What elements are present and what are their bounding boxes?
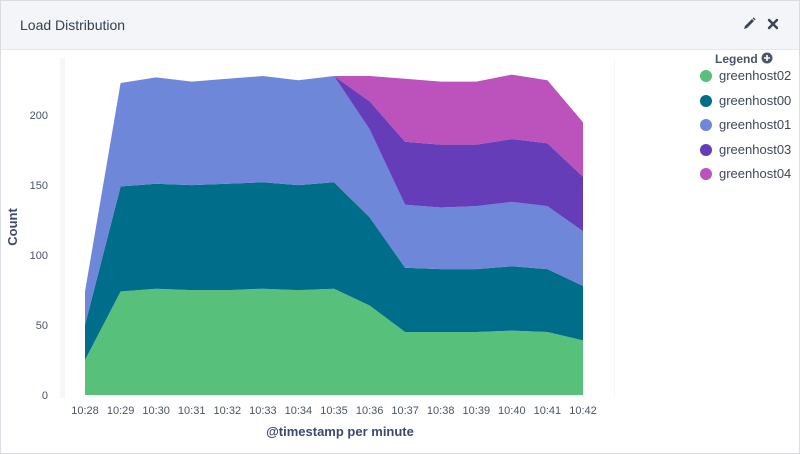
legend-swatch: [700, 70, 712, 82]
y-tick-label: 200: [30, 110, 48, 122]
y-tick-label: 50: [36, 320, 48, 332]
legend-label: greenhost03: [719, 141, 792, 157]
x-tick-label: 10:30: [142, 405, 170, 417]
x-tick-label: 10:31: [178, 405, 206, 417]
x-tick-label: 10:34: [285, 405, 313, 417]
area-greenhost00[interactable]: [85, 182, 583, 360]
pencil-icon[interactable]: [741, 15, 757, 33]
x-tick-label: 10:37: [391, 405, 419, 417]
legend-item-greenhost04[interactable]: greenhost04: [699, 166, 799, 186]
legend-label: greenhost04: [719, 166, 792, 181]
x-tick-label: 10:29: [107, 405, 135, 417]
y-tick-label: 0: [42, 390, 48, 402]
x-tick-label: 10:38: [427, 405, 455, 417]
area-greenhost04[interactable]: [85, 74, 583, 292]
legend-swatch: [700, 119, 712, 131]
y-tick-label: 150: [30, 180, 48, 192]
legend-label: greenhost00: [719, 92, 792, 108]
y-tick-label: 100: [30, 250, 48, 262]
stacked-area-chart: 0 50 100 150 200 10:28 10:29 10:30 10:31 10:32 10…: [5, 58, 615, 439]
x-tick-label: 10:42: [569, 405, 597, 417]
plus-circle-icon: [761, 52, 773, 64]
legend-item-greenhost00[interactable]: greenhost00: [699, 93, 799, 113]
y-axis-label: Count: [5, 208, 20, 246]
panel-header: Load Distribution: [1, 1, 799, 50]
panel-title: Load Distribution: [20, 17, 126, 33]
legend-title: Legend: [715, 52, 758, 66]
x-tick-label: 10:35: [320, 405, 348, 417]
legend-item-greenhost01[interactable]: greenhost01: [699, 117, 799, 137]
legend-swatch: [700, 168, 712, 180]
x-tick-label: 10:32: [214, 405, 242, 417]
legend-item-greenhost03[interactable]: greenhost03: [699, 142, 799, 162]
area-greenhost01[interactable]: [85, 76, 583, 325]
area-greenhost03[interactable]: [85, 76, 583, 292]
x-tick-label: 10:36: [356, 405, 384, 417]
legend-swatch: [700, 143, 712, 156]
x-tick-label: 10:41: [534, 405, 562, 417]
area-greenhost02[interactable]: [85, 288, 583, 395]
x-axis-label: @timestamp per minute: [266, 424, 414, 439]
x-tick-label: 10:39: [463, 405, 491, 417]
legend-item-greenhost02[interactable]: greenhost02: [699, 68, 799, 88]
x-tick-label: 10:28: [71, 405, 99, 417]
x-tick-label: 10:33: [249, 405, 277, 417]
legend-label: greenhost02: [719, 68, 792, 83]
close-icon[interactable]: [765, 15, 781, 33]
legend-label: greenhost01: [719, 117, 792, 132]
legend-swatch: [700, 94, 712, 107]
x-tick-label: 10:40: [498, 405, 526, 417]
legend-toggle[interactable]: Legend: [715, 52, 773, 66]
